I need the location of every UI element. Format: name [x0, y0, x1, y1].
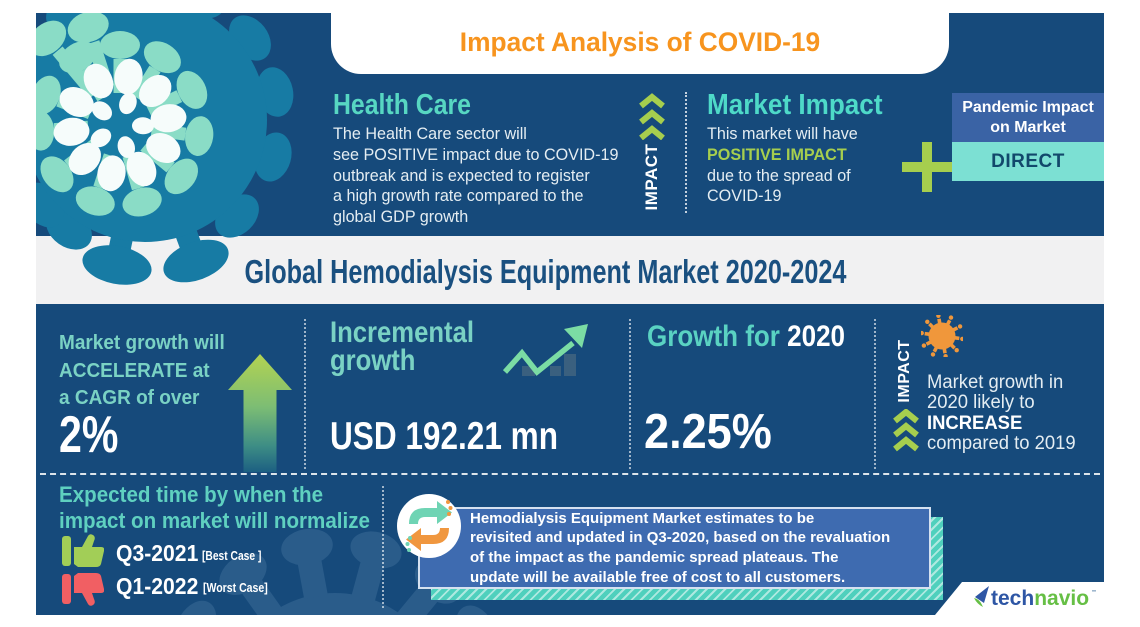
svg-text:technavio: technavio — [991, 587, 1089, 610]
